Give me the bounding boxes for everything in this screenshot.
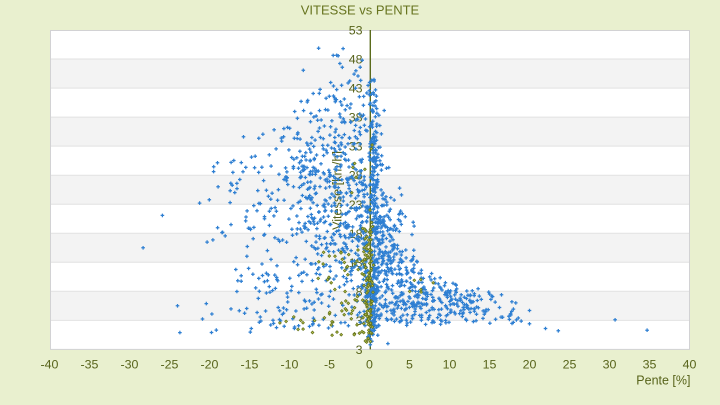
svg-text:Vitesse [km/h]: Vitesse [km/h] (331, 151, 345, 230)
svg-text:15: 15 (483, 357, 497, 371)
svg-text:0: 0 (366, 357, 373, 371)
svg-text:-35: -35 (81, 357, 99, 371)
svg-text:53: 53 (349, 24, 363, 38)
svg-text:35: 35 (643, 357, 657, 371)
svg-text:-30: -30 (121, 357, 139, 371)
svg-text:3: 3 (356, 314, 363, 328)
svg-text:-15: -15 (241, 357, 259, 371)
svg-text:48: 48 (349, 53, 363, 67)
svg-text:-25: -25 (161, 357, 179, 371)
svg-text:10: 10 (443, 357, 457, 371)
svg-text:-20: -20 (201, 357, 219, 371)
svg-text:-40: -40 (41, 357, 59, 371)
svg-text:33: 33 (349, 140, 363, 154)
svg-text:3: 3 (356, 343, 363, 357)
svg-text:30: 30 (603, 357, 617, 371)
svg-text:5: 5 (406, 357, 413, 371)
svg-text:Pente [%]: Pente [%] (636, 373, 690, 387)
svg-text:VITESSE vs PENTE: VITESSE vs PENTE (301, 3, 420, 18)
svg-text:20: 20 (523, 357, 537, 371)
svg-text:40: 40 (683, 357, 697, 371)
svg-text:8: 8 (356, 285, 363, 299)
svg-text:25: 25 (563, 357, 577, 371)
svg-text:-5: -5 (324, 357, 335, 371)
svg-text:-10: -10 (281, 357, 299, 371)
